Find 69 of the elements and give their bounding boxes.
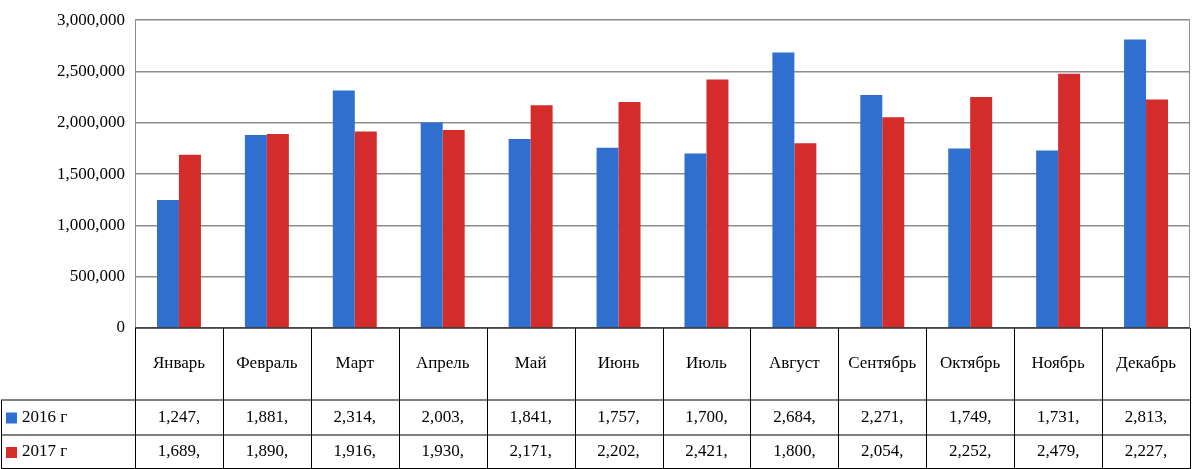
text: 2,171,	[509, 441, 552, 461]
x-tick-label: Апрель	[415, 353, 470, 373]
text: 1,930,	[421, 441, 464, 461]
bar	[684, 153, 707, 328]
bar	[442, 129, 465, 328]
text: 2,314,	[333, 406, 377, 426]
x-tick-label: Октябрь	[940, 353, 1001, 373]
bar	[794, 143, 817, 328]
bar	[948, 148, 971, 328]
bar	[178, 154, 201, 328]
bar	[156, 200, 179, 328]
text: 2,252,	[948, 441, 992, 461]
bar	[244, 135, 267, 328]
bar	[772, 52, 795, 328]
text: 2,421,	[685, 441, 728, 461]
bar	[1146, 99, 1169, 328]
text: 2,054,	[861, 441, 904, 461]
text: 1,800,	[773, 441, 816, 461]
text: 2,202,	[597, 441, 640, 461]
bar	[1124, 39, 1147, 328]
text: 1,757,	[597, 406, 640, 426]
y-tick-label: 500,000	[69, 266, 125, 286]
x-tick-label: Сентябрь	[848, 353, 917, 373]
y-tick-label: 2,000,000	[57, 112, 125, 132]
x-tick-label: Июнь	[597, 353, 640, 373]
bar	[354, 131, 377, 328]
text: 2,003,	[421, 406, 464, 426]
x-tick-label: Март	[335, 353, 375, 373]
bar	[618, 102, 641, 328]
x-tick-label: Август	[768, 353, 821, 373]
x-tick-label: Май	[514, 353, 547, 373]
y-tick-label: 2,500,000	[57, 60, 125, 80]
x-tick-label: Ноябрь	[1031, 353, 1085, 373]
bar	[332, 90, 355, 328]
bar	[420, 122, 443, 328]
y-tick-label: 1,500,000	[57, 163, 125, 183]
x-tick-label: Январь	[152, 353, 206, 373]
bar	[860, 95, 883, 328]
text: 2,227,	[1124, 441, 1168, 461]
x-tick-label: Июль	[686, 353, 728, 373]
text: 2,479,	[1036, 441, 1080, 461]
y-tick-label: 3,000,000	[57, 9, 125, 29]
text: 2,271,	[861, 406, 904, 426]
text: 1,890,	[245, 441, 289, 461]
bar	[1036, 150, 1059, 328]
text: 1,916,	[333, 441, 377, 461]
bar	[970, 96, 993, 328]
x-tick-label: Февраль	[236, 353, 298, 373]
bar	[596, 147, 619, 328]
bar	[706, 79, 729, 328]
x-tick-label: Декабрь	[1116, 353, 1177, 373]
text: 1,247,	[157, 406, 201, 426]
text: 1,841,	[509, 406, 552, 426]
text: 1,731,	[1036, 406, 1080, 426]
text: 2,813,	[1124, 406, 1168, 426]
text: 1,749,	[948, 406, 992, 426]
text: 2,684,	[773, 406, 816, 426]
text: 1,689,	[157, 441, 201, 461]
bar	[530, 105, 553, 328]
bar	[882, 117, 905, 328]
legend-label: 2016 г	[22, 406, 68, 426]
legend-label: 2017 г	[22, 441, 68, 461]
text: 1,700,	[685, 406, 728, 426]
bar	[1058, 73, 1081, 328]
y-tick-label: 1,000,000	[57, 214, 125, 234]
y-tick-label: 0	[116, 317, 125, 337]
text: 1,881,	[245, 406, 289, 426]
bar	[508, 139, 531, 328]
bar	[266, 134, 289, 328]
